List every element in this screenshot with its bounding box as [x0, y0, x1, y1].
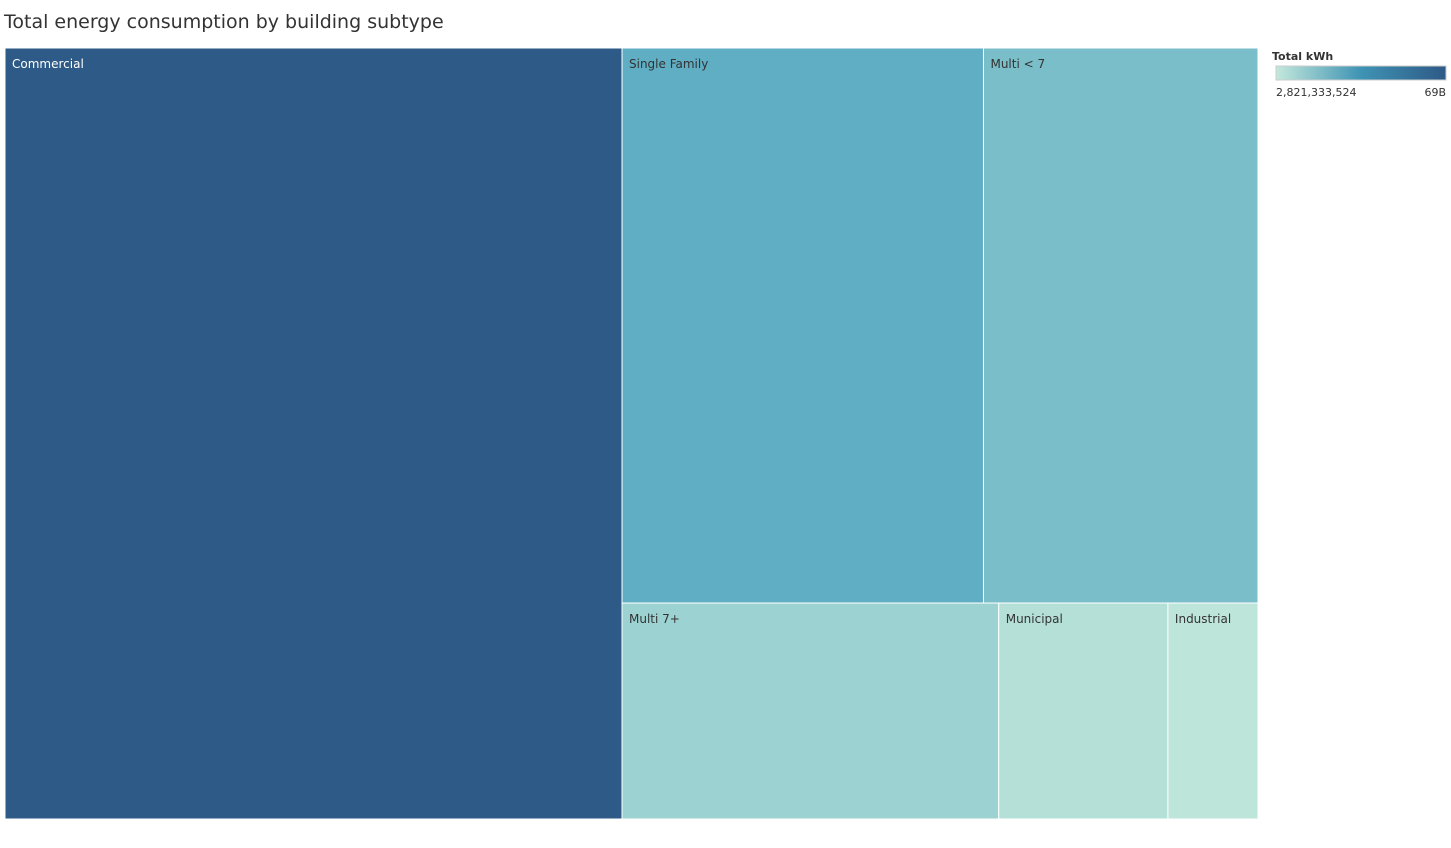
legend-title: Total kWh — [1272, 50, 1333, 63]
legend-gradient — [1275, 65, 1447, 81]
chart-title: Total energy consumption by building sub… — [3, 11, 444, 33]
treemap-cell — [998, 602, 1169, 820]
legend-min-label: 2,821,333,524 — [1276, 86, 1356, 99]
cell-label: Commercial — [12, 57, 84, 71]
treemap-cell — [982, 47, 1259, 604]
legend-max-label: 69B — [1424, 86, 1446, 99]
cell-label: Multi < 7 — [990, 57, 1045, 71]
cell-label: Industrial — [1175, 612, 1231, 626]
treemap-cell — [1167, 602, 1259, 820]
cell-label: Multi 7+ — [629, 612, 680, 626]
treemap-cell — [4, 47, 623, 820]
treemap-cell — [621, 602, 1000, 820]
treemap-cell — [621, 47, 984, 604]
cell-label: Single Family — [629, 57, 708, 71]
cell-label: Municipal — [1006, 612, 1063, 626]
